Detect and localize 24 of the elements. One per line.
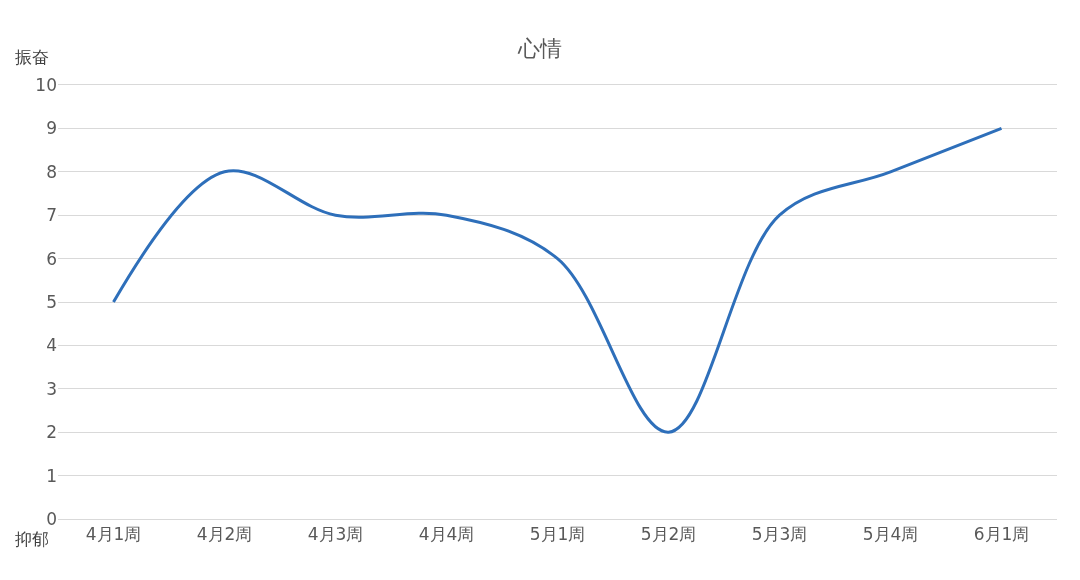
x-tick-label: 5月1周: [529, 524, 586, 545]
y-tick-label: 2: [46, 422, 57, 443]
x-tick-label: 4月2周: [196, 524, 253, 545]
y-tick-label: 9: [46, 118, 57, 139]
y-tick-label: 8: [46, 161, 57, 182]
x-tick-label: 5月4周: [862, 524, 919, 545]
text: 振奋: [15, 47, 49, 67]
y-tick-label: 4: [46, 335, 57, 356]
y-tick-label: 6: [46, 248, 57, 269]
y-tick-label: 3: [46, 378, 57, 399]
text: 抑郁: [15, 529, 49, 549]
y-tick-label: 7: [46, 205, 57, 226]
x-tick-label: 4月1周: [85, 524, 142, 545]
y-tick-label: 10: [35, 74, 57, 95]
x-tick-label: 6月1周: [973, 524, 1030, 545]
x-tick-label: 5月3周: [751, 524, 808, 545]
y-tick-label: 0: [46, 508, 57, 529]
y-tick-label: 1: [46, 465, 57, 486]
y-tick-label: 5: [46, 291, 57, 312]
line-series: [112, 126, 1003, 434]
chart-title: 心情: [517, 36, 562, 61]
x-tick-label: 4月4周: [418, 524, 475, 545]
x-tick-label: 5月2周: [640, 524, 697, 545]
x-tick-label: 4月3周: [307, 524, 364, 545]
